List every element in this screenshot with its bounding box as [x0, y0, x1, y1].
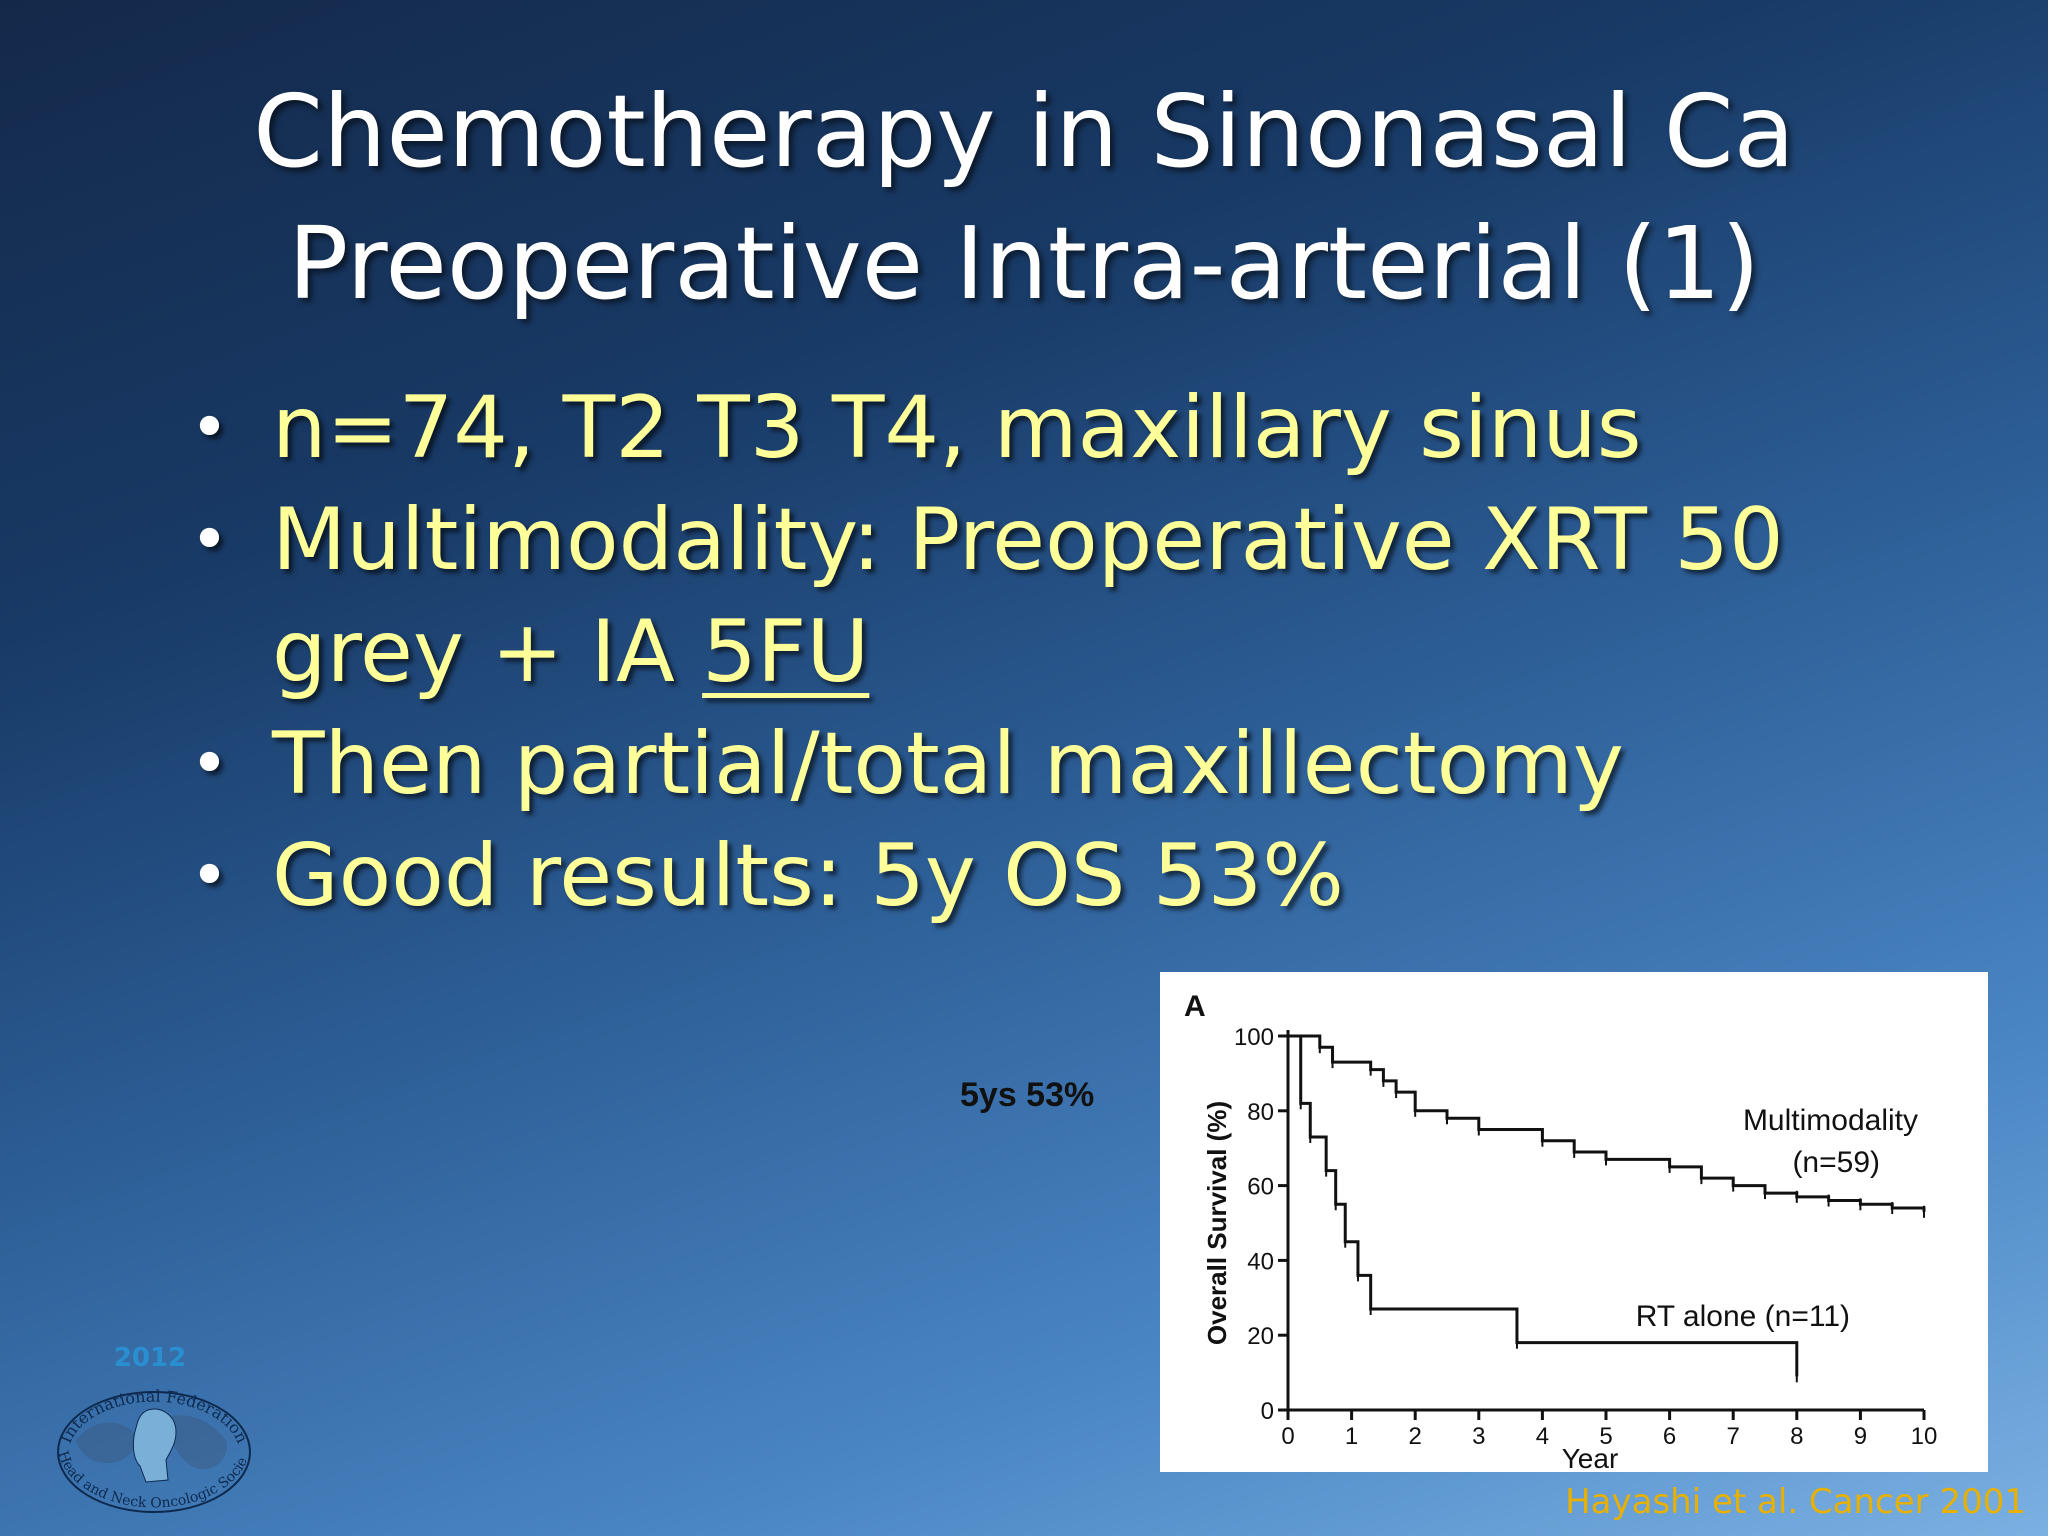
x-tick-label: 4 — [1536, 1423, 1549, 1450]
rt-alone-label: RT alone (n=11) — [1636, 1300, 1850, 1333]
x-tick-label: 1 — [1345, 1423, 1358, 1450]
y-tick-label: 60 — [1247, 1174, 1274, 1201]
bullet-item: • Good results: 5y OS 53% — [190, 820, 1970, 932]
multimodality-label: Multimodality — [1743, 1104, 1918, 1137]
survival-chart-panel: A 0 20 40 60 80 100 0 1 2 3 4 5 6 7 8 9 10 Year Overall Sur… — [1160, 972, 1988, 1472]
bullet-list: • n=74, T2 T3 T4, maxillary sinus • Mult… — [190, 372, 1970, 932]
y-tick-label: 80 — [1247, 1099, 1274, 1126]
bullet-item: • n=74, T2 T3 T4, maxillary sinus — [190, 372, 1970, 484]
bullet-dot: • — [190, 501, 229, 578]
x-axis-label: Year — [1562, 1443, 1619, 1472]
citation: Hayashi et al. Cancer 2001 — [1565, 1482, 2026, 1522]
x-tick-label: 5 — [1599, 1423, 1612, 1450]
bullet-dot: • — [190, 837, 229, 914]
bullet-text: Multimodality: Preoperative XRT 50 — [272, 490, 1784, 590]
y-tick-label: 0 — [1261, 1398, 1274, 1425]
x-tick-label: 8 — [1790, 1423, 1803, 1450]
logo-year: 2012 — [114, 1343, 186, 1373]
bullet-text: Then partial/total maxillectomy — [272, 714, 1624, 814]
chart-panel-label: A — [1184, 990, 1206, 1023]
bullet-item: • Then partial/total maxillectomy — [190, 708, 1970, 820]
logo-continents — [76, 1415, 227, 1470]
x-tick-label: 7 — [1727, 1423, 1740, 1450]
survival-chart: A 0 20 40 60 80 100 0 1 2 3 4 5 6 7 8 9 10 Year Overall Sur… — [1184, 990, 1938, 1472]
x-tick-label: 2 — [1409, 1423, 1422, 1450]
underlined-drug-link[interactable]: 5FU — [702, 602, 870, 702]
x-tick-label: 10 — [1911, 1423, 1938, 1450]
bullet-text: Good results: 5y OS 53% — [272, 826, 1344, 926]
ifhnos-logo: 2012 International Federation of Head an… — [36, 1340, 252, 1513]
bullet-item: • Multimodality: Preoperative XRT 50 gre… — [190, 484, 1970, 708]
x-tick-label: 3 — [1472, 1423, 1485, 1450]
bullet-dot: • — [190, 725, 229, 802]
y-tick-label: 20 — [1247, 1323, 1274, 1350]
logo-globe-icon — [57, 1391, 251, 1513]
bullet-text-continued: grey + IA — [272, 602, 703, 702]
logo-head-silhouette — [132, 1408, 177, 1483]
bullet-dot: • — [190, 389, 229, 466]
x-tick-label: 6 — [1663, 1423, 1676, 1450]
multimodality-n-label: (n=59) — [1792, 1146, 1880, 1179]
title-line-2: Preoperative Intra-arterial (1) — [287, 205, 1761, 322]
rt-alone-curve — [1288, 1034, 1799, 1377]
y-axis-label: Overall Survival (%) — [1202, 1101, 1232, 1345]
slide-title: Chemotherapy in Sinonasal Ca Preoperativ… — [0, 66, 2048, 330]
x-tick-label: 0 — [1281, 1423, 1294, 1450]
x-tick-label: 9 — [1854, 1423, 1867, 1450]
bullet-text: n=74, T2 T3 T4, maxillary sinus — [272, 378, 1642, 478]
survival-annotation: 5ys 53% — [960, 1076, 1095, 1114]
title-line-1: Chemotherapy in Sinonasal Ca — [253, 73, 1795, 190]
y-tick-label: 40 — [1247, 1248, 1274, 1275]
y-tick-label: 100 — [1234, 1024, 1274, 1051]
